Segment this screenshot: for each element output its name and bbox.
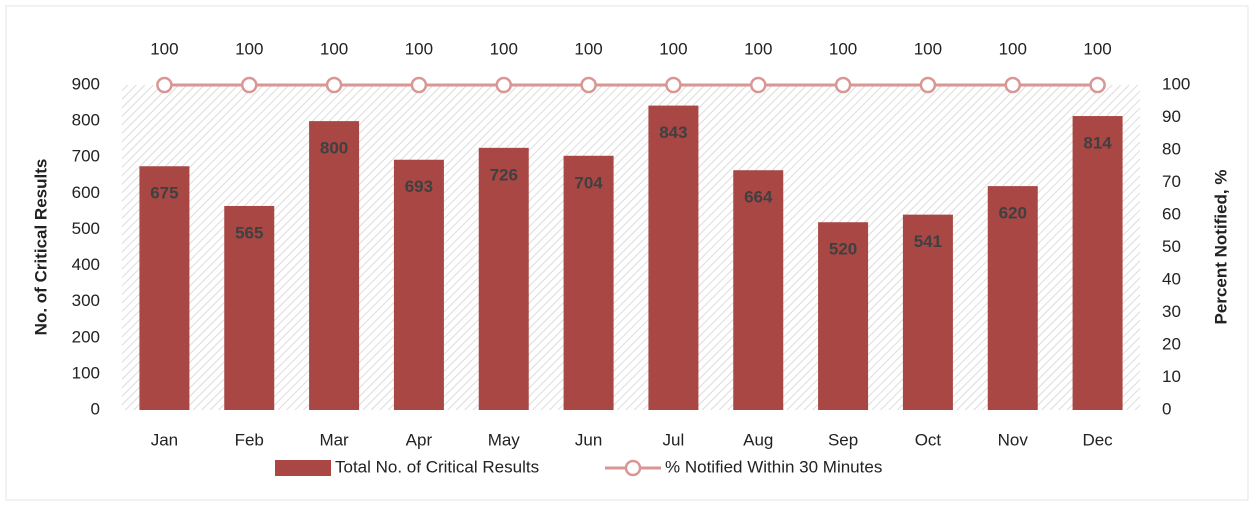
bar (1072, 116, 1123, 411)
bar-value-label: 664 (744, 188, 773, 207)
line-value-label: 100 (320, 39, 348, 58)
bar (139, 166, 190, 410)
y2-tick-label: 40 (1162, 269, 1181, 288)
bar (393, 159, 444, 410)
bar (309, 121, 360, 410)
line-marker (580, 76, 597, 94)
line-marker (750, 76, 767, 94)
line-value-label: 100 (829, 39, 857, 58)
y2-tick-label: 80 (1162, 139, 1181, 158)
y-tick-label: 700 (72, 147, 100, 166)
y2-tick-label: 100 (1162, 74, 1190, 93)
line-marker (834, 76, 852, 94)
line-marker (410, 76, 428, 94)
bar-value-label: 541 (914, 232, 942, 251)
legend-swatch (275, 460, 331, 476)
line-marker (1004, 76, 1021, 94)
y-tick-label: 200 (72, 327, 100, 346)
line-value-label: 100 (659, 39, 687, 58)
line-marker (665, 76, 682, 94)
bar-value-label: 843 (659, 123, 687, 142)
y-tick-label: 300 (72, 291, 100, 310)
line-marker (495, 76, 512, 94)
line-value-label: 100 (1083, 39, 1111, 58)
bar-value-label: 520 (829, 240, 857, 259)
x-tick-label: Dec (1082, 430, 1113, 449)
x-tick-label: Jun (575, 430, 602, 449)
y-tick-label: 0 (91, 399, 100, 418)
line-marker (325, 76, 343, 94)
y2-tick-label: 60 (1162, 204, 1181, 223)
line-value-label: 100 (574, 39, 602, 58)
line-value-label: 100 (235, 39, 263, 58)
x-tick-label: May (488, 430, 521, 449)
y2-tick-label: 70 (1162, 172, 1181, 191)
bar (987, 186, 1038, 410)
bar (648, 105, 699, 410)
line-value-label: 100 (405, 39, 433, 58)
y2-tick-label: 0 (1162, 399, 1171, 418)
line-marker (1089, 76, 1106, 94)
legend-label: % Notified Within 30 Minutes (665, 457, 882, 476)
line-marker (919, 76, 937, 94)
legend-marker (624, 459, 642, 477)
x-tick-label: Nov (998, 430, 1029, 449)
bar-value-label: 726 (490, 165, 518, 184)
y2-tick-label: 10 (1162, 367, 1181, 386)
y2-tick-label: 20 (1162, 334, 1181, 353)
bar-value-label: 620 (999, 204, 1027, 223)
bar (563, 155, 614, 410)
bar (902, 214, 953, 410)
x-tick-label: Feb (235, 430, 264, 449)
line-value-label: 100 (744, 39, 772, 58)
line-value-label: 100 (150, 39, 178, 58)
y-tick-label: 600 (72, 183, 100, 202)
x-tick-label: Mar (319, 430, 349, 449)
bar (818, 222, 869, 410)
y-tick-label: 400 (72, 255, 100, 274)
y2-axis-title: Percent Notified, % (1211, 170, 1230, 325)
x-tick-label: Oct (915, 430, 942, 449)
line-marker (156, 76, 173, 94)
line-value-label: 100 (914, 39, 942, 58)
x-tick-label: Aug (743, 430, 773, 449)
line-value-label: 100 (490, 39, 518, 58)
y-tick-label: 800 (72, 111, 100, 130)
y2-tick-label: 90 (1162, 107, 1181, 126)
y-axis-title: No. of Critical Results (31, 159, 50, 336)
bar-value-label: 693 (405, 177, 433, 196)
y-tick-label: 100 (72, 363, 100, 382)
line-value-label: 100 (999, 39, 1027, 58)
bar-value-label: 814 (1083, 134, 1112, 153)
bar (224, 205, 275, 410)
x-tick-label: Sep (828, 430, 858, 449)
plot-area (122, 85, 1140, 410)
x-tick-label: Jul (663, 430, 685, 449)
legend-label: Total No. of Critical Results (335, 457, 539, 476)
y2-tick-label: 50 (1162, 237, 1181, 256)
bar-value-label: 800 (320, 139, 348, 158)
bar-value-label: 565 (235, 223, 263, 242)
y-tick-label: 900 (72, 74, 100, 93)
bar (733, 170, 784, 410)
bar-value-label: 704 (574, 173, 603, 192)
bar (478, 147, 529, 411)
bar-value-label: 675 (150, 184, 178, 203)
y-tick-label: 500 (72, 219, 100, 238)
x-tick-label: Jan (151, 430, 178, 449)
x-tick-label: Apr (406, 430, 433, 449)
line-marker (241, 76, 258, 94)
y2-tick-label: 30 (1162, 302, 1181, 321)
